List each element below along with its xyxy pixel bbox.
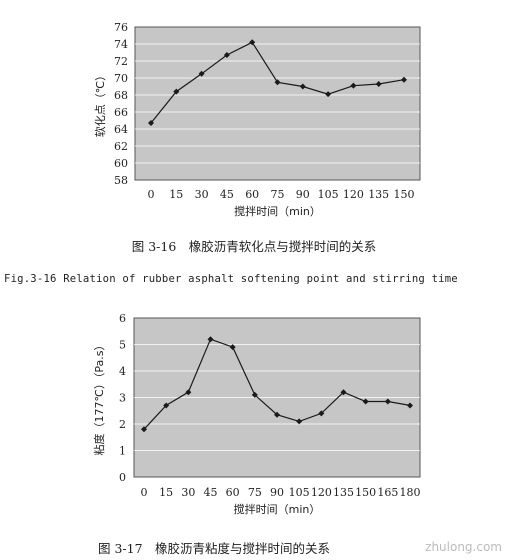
chart2-data-point — [407, 402, 413, 409]
chart2-x-tick-label: 0 — [141, 486, 148, 499]
chart2-y-tick-label: 5 — [119, 339, 126, 352]
chart1-data-point — [198, 70, 205, 77]
chart1-x-tick-label: 90 — [296, 188, 310, 201]
chart2-data-point — [296, 418, 303, 425]
chart1-x-tick-label: 150 — [394, 188, 415, 201]
chart2-y-tick-label: 2 — [119, 418, 126, 431]
chart2-data-point — [318, 410, 325, 417]
chart2-y-tick-label: 4 — [119, 365, 126, 378]
chart2-x-tick-label: 45 — [204, 486, 218, 499]
chart2-y-tick-label: 0 — [119, 471, 126, 484]
chart2-data-point — [163, 402, 170, 409]
chart1-y-tick-label: 60 — [114, 157, 128, 170]
chart2-data-point — [274, 411, 280, 418]
chart1-x-tick-label: 105 — [318, 188, 339, 201]
chart2-data-point — [251, 391, 258, 398]
chart2-x-axis-label: 搅拌时间（min） — [234, 502, 321, 516]
chart1-x-tick-label: 60 — [245, 188, 259, 201]
chart1-y-tick-label: 72 — [114, 55, 128, 68]
chart2-y-tick-label: 1 — [119, 445, 126, 458]
chart1-data-point — [375, 80, 382, 87]
chart2-x-tick-label: 15 — [159, 486, 173, 499]
chart1-data-point — [274, 79, 281, 86]
chart1-plot-area — [134, 26, 421, 181]
chart1-caption-zh: 图 3-16 橡胶沥青软化点与搅拌时间的关系 — [131, 239, 377, 254]
chart1-x-axis-label: 搅拌时间（min） — [234, 204, 321, 218]
chart1-y-tick-label: 62 — [114, 140, 128, 153]
chart2-x-tick-label: 60 — [226, 486, 240, 499]
chart1-caption-en: Fig.3-16 Relation of rubber asphalt soft… — [4, 273, 458, 285]
chart1-x-tick-label: 120 — [343, 188, 364, 201]
chart1-data-point — [401, 76, 407, 83]
chart1-x-tick-label: 30 — [195, 188, 209, 201]
chart2-data-point — [384, 398, 391, 405]
chart2-x-tick-label: 105 — [289, 486, 310, 499]
chart2-data-point — [362, 398, 369, 405]
chart2-x-tick-label: 135 — [333, 486, 354, 499]
chart1-data-point — [299, 83, 306, 90]
chart2-caption-zh: 图 3-17 橡胶沥青粘度与搅拌时间的关系 — [97, 541, 331, 556]
chart2-x-tick-label: 120 — [311, 486, 332, 499]
chart1-data-point — [350, 82, 357, 89]
chart1-x-tick-label: 135 — [368, 188, 389, 201]
chart1-y-tick-label: 58 — [114, 174, 128, 187]
chart1-y-tick-label: 68 — [114, 89, 128, 102]
chart1-x-tick-label: 15 — [169, 188, 183, 201]
chart1-y-tick-label: 66 — [114, 106, 128, 119]
chart1-x-tick-label: 75 — [271, 188, 285, 201]
chart1-y-tick-label: 76 — [114, 21, 128, 34]
chart2-data-point — [340, 389, 347, 396]
chart2-data-point — [185, 389, 192, 396]
chart1-data-point — [325, 91, 332, 98]
chart1-data-point — [148, 120, 154, 127]
chart1-y-axis-label: 软化点（℃） — [93, 70, 107, 137]
chart1-y-tick-label: 64 — [114, 123, 128, 136]
watermark: zhulong.com — [425, 540, 502, 554]
chart2-x-tick-label: 30 — [181, 486, 195, 499]
chart2-x-tick-label: 75 — [248, 486, 262, 499]
chart1-data-point — [173, 88, 180, 95]
chart2-x-tick-label: 90 — [270, 486, 284, 499]
chart1-y-tick-label: 70 — [114, 72, 128, 85]
chart2-data-point — [207, 336, 214, 343]
chart2-y-tick-label: 3 — [119, 392, 126, 405]
chart2-y-axis-label: 粘度（177℃）（Pa.s） — [92, 340, 106, 456]
chart2-y-tick-label: 6 — [119, 312, 126, 325]
chart2-x-tick-label: 180 — [400, 486, 421, 499]
chart1-data-point — [249, 39, 256, 46]
chart1-x-tick-label: 45 — [220, 188, 234, 201]
chart2-x-tick-label: 150 — [355, 486, 376, 499]
chart1-data-point — [223, 52, 230, 59]
chart1-x-tick-label: 0 — [148, 188, 155, 201]
chart2-x-tick-label: 165 — [377, 486, 398, 499]
chart2-data-point — [141, 426, 147, 433]
chart1-y-tick-label: 74 — [114, 38, 128, 51]
chart2-data-point — [229, 344, 236, 351]
